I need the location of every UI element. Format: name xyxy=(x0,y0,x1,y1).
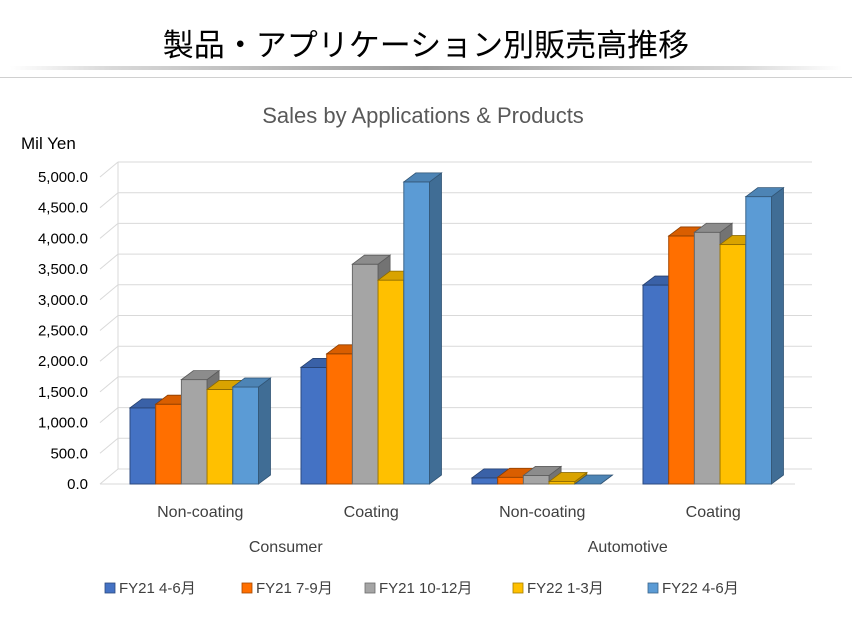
gridline-side xyxy=(99,376,119,393)
y-tick-label: 500.0 xyxy=(50,445,88,462)
gridline-side xyxy=(99,315,119,331)
legend-item: FY22 1-3月 xyxy=(512,580,604,597)
legend-label: FY21 4-6月 xyxy=(119,580,196,597)
gridline-side xyxy=(99,437,119,454)
bar-top xyxy=(180,370,221,381)
x-tick-label: Coating xyxy=(344,504,399,521)
bar-front xyxy=(206,388,234,485)
y-tick-label: 2,000.0 xyxy=(38,353,88,370)
legend-swatch xyxy=(647,582,659,594)
legend-label: FY22 4-6月 xyxy=(662,580,739,597)
bar xyxy=(744,186,785,485)
chart-title: Sales by Applications & Products xyxy=(262,103,584,128)
gridline-side xyxy=(99,284,119,301)
gridline-side xyxy=(99,192,119,209)
gridline-side xyxy=(99,345,119,362)
bar-front xyxy=(377,279,405,485)
legend-swatch xyxy=(241,582,253,594)
bar-top xyxy=(522,466,563,476)
bar-front xyxy=(232,386,260,485)
bar-front xyxy=(668,235,695,485)
bar-front xyxy=(471,477,499,485)
x-tick-label: Coating xyxy=(686,504,741,521)
bars xyxy=(128,172,785,485)
bar-front xyxy=(351,263,379,485)
y-axis-label: Mil Yen xyxy=(21,134,76,153)
bar-front xyxy=(745,196,772,485)
gridline-side xyxy=(99,223,119,239)
bar-front xyxy=(693,231,721,485)
bar-front xyxy=(719,244,747,485)
header-divider xyxy=(0,77,852,78)
legend-item: FY21 10-12月 xyxy=(364,580,472,597)
bar-front xyxy=(642,284,670,485)
bar-top xyxy=(573,474,614,485)
y-tick-label: 5,000.0 xyxy=(38,169,88,186)
legend: FY21 4-6月 FY21 7-9月 FY21 10-12月 FY22 1-3月 FY… xyxy=(104,580,739,597)
gridline-side xyxy=(99,161,119,178)
y-tick-label: 0.0 xyxy=(67,476,88,493)
bar xyxy=(573,474,614,485)
y-tick-label: 2,500.0 xyxy=(38,323,88,340)
page-title: 製品・アプリケーション別販売高推移 xyxy=(162,28,690,64)
x-tick-label: Non-coating xyxy=(499,504,585,521)
bar-side xyxy=(258,377,271,485)
bar-front xyxy=(129,407,157,485)
y-axis-ticks: 0.0 500.0 1,000.0 1,500.0 2,000.0 2,500.0 3,00… xyxy=(38,169,88,493)
bar xyxy=(402,172,443,485)
y-tick-label: 1,000.0 xyxy=(38,415,88,432)
bar-front xyxy=(497,476,524,485)
y-tick-label: 1,500.0 xyxy=(38,384,88,401)
y-tick-label: 3,000.0 xyxy=(38,292,88,309)
legend-swatch xyxy=(364,582,376,594)
legend-item: FY21 4-6月 xyxy=(104,580,196,597)
y-tick-label: 4,500.0 xyxy=(38,200,88,217)
bar-side xyxy=(771,186,784,485)
legend-swatch xyxy=(512,582,524,594)
bar-top xyxy=(693,222,734,233)
y-tick-label: 4,000.0 xyxy=(38,230,88,247)
bar xyxy=(231,377,272,485)
y-tick-label: 3,500.0 xyxy=(38,261,88,278)
legend-item: FY21 7-9月 xyxy=(241,580,333,597)
x-group-label: Automotive xyxy=(588,539,668,556)
bar-top xyxy=(231,377,272,388)
bar-front xyxy=(403,181,430,485)
bar-front xyxy=(180,379,208,485)
bar-front xyxy=(155,403,182,485)
bar-side xyxy=(429,172,442,485)
gridline-side xyxy=(99,468,119,485)
bar-front xyxy=(522,474,550,485)
legend-label: FY21 7-9月 xyxy=(256,580,333,597)
bar-front xyxy=(326,353,353,485)
bar-front xyxy=(300,366,328,485)
bar-top xyxy=(351,254,392,265)
bar xyxy=(547,471,588,485)
bar-top xyxy=(547,472,588,482)
bar-top xyxy=(402,172,443,183)
x-group-label: Consumer xyxy=(249,539,323,556)
bar-top xyxy=(744,187,785,198)
gridline-side xyxy=(99,253,119,270)
x-axis-labels: Non-coating Coating Non-coating Coating Cons… xyxy=(157,504,741,556)
gridline-side xyxy=(99,407,119,423)
x-tick-label: Non-coating xyxy=(157,504,243,521)
title-divider xyxy=(10,66,842,70)
legend-swatch xyxy=(104,582,116,594)
legend-label: FY21 10-12月 xyxy=(379,580,472,597)
legend-item: FY22 4-6月 xyxy=(647,580,739,597)
legend-label: FY22 1-3月 xyxy=(527,580,604,597)
